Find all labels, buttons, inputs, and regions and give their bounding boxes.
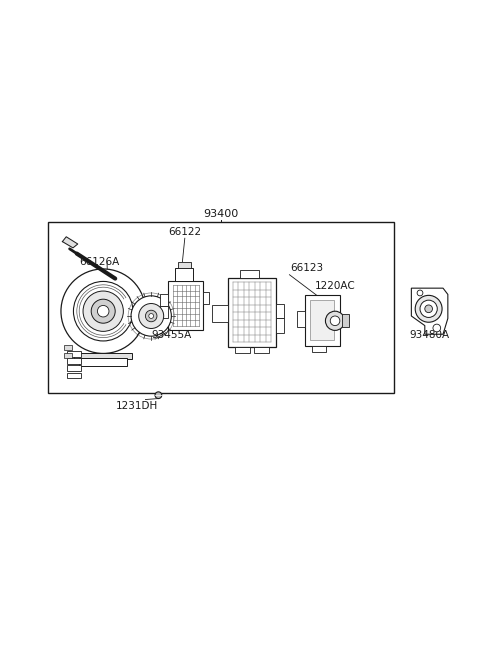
- Text: 93455A: 93455A: [151, 331, 192, 340]
- Text: 1220AC: 1220AC: [314, 281, 355, 291]
- Bar: [168, 281, 203, 331]
- Polygon shape: [411, 288, 448, 335]
- Circle shape: [425, 305, 432, 313]
- Bar: [160, 295, 168, 306]
- Circle shape: [83, 291, 123, 331]
- Bar: [64, 354, 72, 358]
- Bar: [310, 300, 334, 340]
- Bar: [175, 268, 193, 281]
- Circle shape: [149, 314, 154, 318]
- Bar: [240, 270, 259, 277]
- Bar: [212, 305, 228, 322]
- Bar: [305, 295, 340, 346]
- Circle shape: [97, 306, 109, 317]
- Bar: [178, 262, 191, 268]
- Bar: [203, 292, 209, 304]
- Text: 93480A: 93480A: [409, 331, 450, 340]
- Bar: [276, 304, 284, 318]
- Bar: [254, 347, 269, 353]
- Bar: [67, 351, 81, 357]
- Text: 66126A: 66126A: [79, 256, 120, 267]
- Bar: [74, 354, 132, 359]
- Bar: [67, 365, 81, 371]
- Text: 1231DH: 1231DH: [116, 401, 158, 411]
- Bar: [48, 222, 394, 393]
- Circle shape: [131, 296, 171, 336]
- Text: 93400: 93400: [203, 209, 239, 219]
- Circle shape: [433, 324, 441, 332]
- Text: 66122: 66122: [168, 227, 202, 237]
- Bar: [228, 277, 276, 347]
- Circle shape: [417, 290, 423, 296]
- Circle shape: [325, 311, 345, 331]
- Circle shape: [420, 300, 437, 318]
- Bar: [276, 318, 284, 333]
- Circle shape: [155, 392, 162, 399]
- Text: 66123: 66123: [290, 263, 324, 273]
- Bar: [64, 345, 72, 350]
- Bar: [79, 358, 127, 367]
- Bar: [297, 311, 305, 327]
- Circle shape: [330, 316, 340, 325]
- Bar: [67, 358, 81, 364]
- Bar: [235, 347, 250, 353]
- Circle shape: [139, 304, 164, 329]
- Bar: [312, 346, 326, 352]
- Polygon shape: [62, 237, 78, 248]
- Bar: [67, 373, 81, 379]
- Circle shape: [61, 269, 145, 354]
- Circle shape: [415, 295, 442, 322]
- Bar: [160, 306, 168, 318]
- Circle shape: [91, 299, 115, 323]
- Circle shape: [145, 310, 157, 321]
- Circle shape: [73, 281, 133, 341]
- Bar: [342, 314, 349, 327]
